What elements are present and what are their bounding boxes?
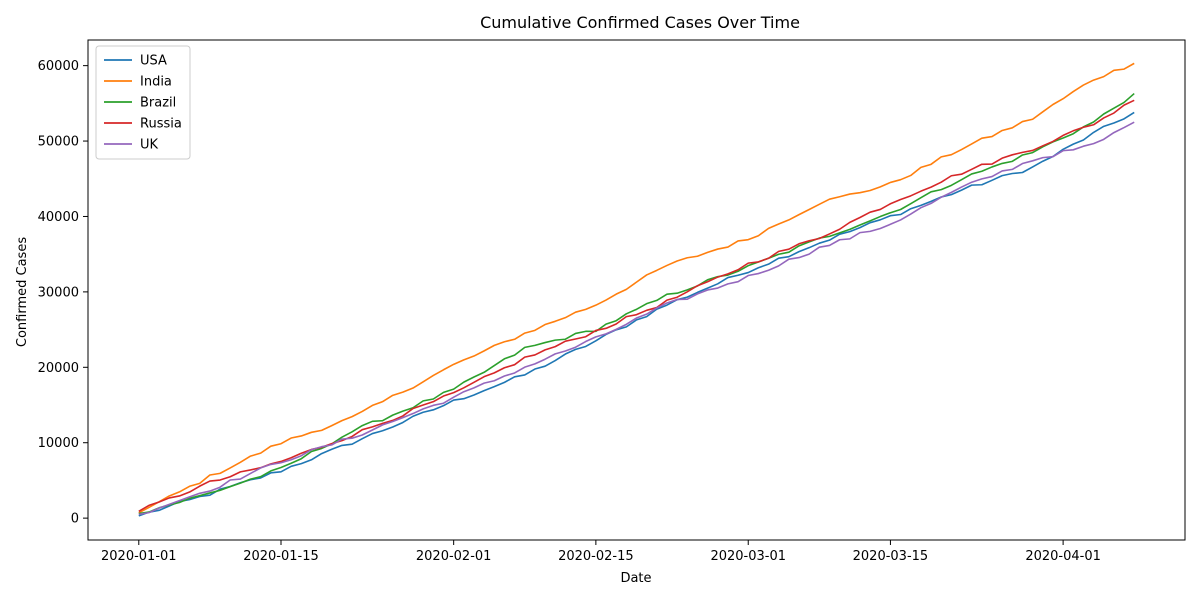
series-line-brazil: [138, 92, 1135, 515]
chart-title: Cumulative Confirmed Cases Over Time: [480, 13, 800, 32]
y-tick-label: 40000: [38, 210, 79, 225]
series-line-india: [138, 62, 1135, 514]
y-axis-label: Confirmed Cases: [15, 237, 30, 347]
legend-label-uk: UK: [140, 138, 159, 153]
x-axis-label: Date: [620, 571, 651, 586]
y-tick-label: 30000: [38, 285, 79, 300]
y-tick-label: 60000: [38, 59, 79, 74]
x-tick-label: 2020-03-15: [853, 549, 929, 564]
y-tick-label: 50000: [38, 135, 79, 150]
legend-label-india: India: [140, 75, 172, 90]
y-tick-label: 20000: [38, 361, 79, 376]
legend: USA India Brazil Russia UK: [95, 45, 191, 160]
series-line-uk: [138, 121, 1135, 516]
series-line-russia: [138, 99, 1135, 513]
x-tick-label: 2020-03-01: [710, 549, 786, 564]
x-tick-label: 2020-04-01: [1025, 549, 1101, 564]
x-tick-label: 2020-01-15: [243, 549, 319, 564]
legend-label-brazil: Brazil: [140, 96, 176, 111]
series-line-usa: [138, 111, 1135, 517]
y-tick-label: 10000: [38, 436, 79, 451]
x-tick-label: 2020-02-01: [416, 549, 492, 564]
x-tick-label: 2020-02-15: [558, 549, 634, 564]
legend-label-usa: USA: [140, 54, 167, 69]
legend-label-russia: Russia: [140, 117, 182, 132]
axes: 2020-01-01 2020-01-15 2020-02-01 2020-02-15…: [38, 39, 1186, 564]
legend-box: [95, 45, 191, 160]
axes-frame: [87, 39, 1186, 541]
plot-area: [138, 62, 1135, 517]
y-tick-label: 0: [71, 512, 79, 527]
x-tick-label: 2020-01-01: [101, 549, 177, 564]
